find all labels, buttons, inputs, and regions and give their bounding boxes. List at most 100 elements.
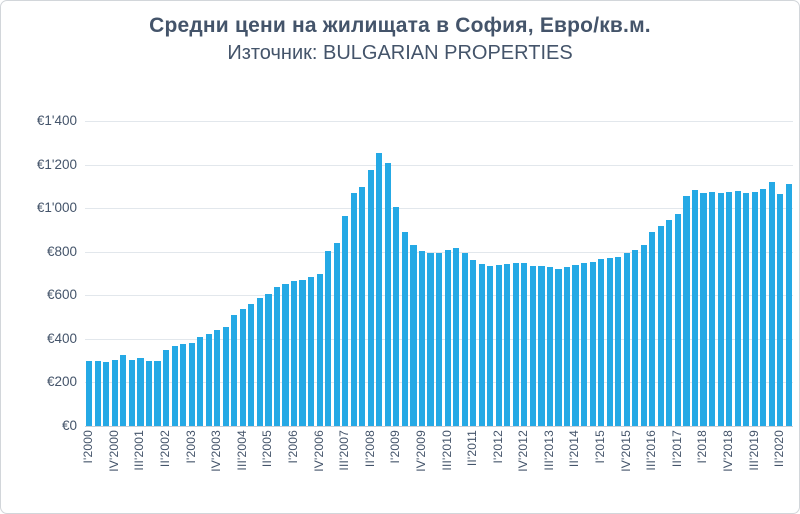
bar xyxy=(367,169,374,426)
x-tick-label: III'2019 xyxy=(746,430,761,471)
plot-area xyxy=(85,121,793,427)
bar xyxy=(691,189,699,426)
bar xyxy=(333,243,340,426)
chart-subtitle: Източник: BULGARIAN PROPERTIES xyxy=(227,42,573,64)
x-axis-line xyxy=(85,426,793,427)
y-tick-label: €200 xyxy=(46,374,77,390)
bar xyxy=(512,262,519,426)
bar xyxy=(299,280,306,426)
bar xyxy=(239,308,246,426)
gridline xyxy=(85,208,793,210)
x-tick-label: IV'2006 xyxy=(311,430,326,472)
bar xyxy=(563,266,571,426)
x-tick-label: IV'2015 xyxy=(618,430,633,472)
bar xyxy=(487,265,494,426)
y-tick-label: €1'000 xyxy=(36,200,77,216)
x-tick-label: IV'2018 xyxy=(721,430,736,472)
x-tick-label: IV'2012 xyxy=(516,430,531,472)
bar xyxy=(248,304,255,426)
bars xyxy=(85,121,793,426)
x-tick-label: II'2011 xyxy=(465,430,480,467)
bar xyxy=(316,273,323,426)
bar xyxy=(111,360,118,426)
bar xyxy=(529,265,536,426)
y-tick-label: €0 xyxy=(61,418,77,433)
x-tick-label: II'2020 xyxy=(772,430,787,468)
bar xyxy=(214,330,221,426)
bar xyxy=(393,207,400,426)
bar xyxy=(325,250,332,426)
bar xyxy=(726,191,733,426)
bar xyxy=(282,283,289,426)
bar xyxy=(785,184,792,426)
bar xyxy=(521,263,528,426)
x-tick-label: I'2003 xyxy=(183,430,198,464)
bar xyxy=(376,152,383,426)
bar xyxy=(768,182,775,426)
bar xyxy=(342,215,349,426)
bar xyxy=(615,256,622,426)
bar xyxy=(649,232,656,426)
gridline xyxy=(85,121,793,122)
bar xyxy=(188,343,195,426)
bar xyxy=(589,261,596,426)
bar xyxy=(384,163,391,426)
x-tick-label: III'2007 xyxy=(337,430,352,471)
x-tick-label: II'2014 xyxy=(567,430,582,468)
bar xyxy=(256,298,263,426)
y-tick-label: €800 xyxy=(46,243,77,259)
bar xyxy=(734,190,741,426)
x-tick-label: I'2015 xyxy=(593,430,608,464)
bar xyxy=(538,266,545,426)
bar xyxy=(410,245,417,426)
bar xyxy=(461,253,468,426)
bar xyxy=(308,277,315,426)
x-tick-label: I'2018 xyxy=(695,430,710,464)
x-tick-label: III'2001 xyxy=(132,430,147,471)
y-tick-label: €1'400 xyxy=(36,113,77,128)
bar xyxy=(290,280,298,426)
bar xyxy=(162,349,170,426)
bar xyxy=(128,360,135,426)
bar xyxy=(418,250,426,426)
bar xyxy=(478,264,485,426)
chart-title: Средни цени на жилищата в София, Евро/кв… xyxy=(149,14,651,37)
bar xyxy=(674,213,681,426)
bar xyxy=(205,334,212,426)
x-tick-label: I'2006 xyxy=(285,430,300,464)
x-tick-label: III'2010 xyxy=(439,430,454,471)
bar xyxy=(623,253,630,426)
x-tick-label: I'2012 xyxy=(490,430,505,464)
x-tick-label: IV'2009 xyxy=(413,430,428,472)
bar xyxy=(640,244,647,426)
bar xyxy=(145,360,153,426)
x-tick-label: II'2008 xyxy=(362,430,377,468)
bar xyxy=(708,191,716,426)
bar xyxy=(222,326,229,426)
y-tick-label: €600 xyxy=(46,287,77,303)
bar xyxy=(777,193,784,426)
bar xyxy=(197,336,204,426)
bar xyxy=(598,259,605,426)
bar xyxy=(632,249,639,426)
gridline xyxy=(85,164,793,166)
bar xyxy=(265,293,272,426)
bar xyxy=(495,265,502,426)
bar xyxy=(555,268,562,426)
y-tick-label: €1'200 xyxy=(36,156,77,172)
bar xyxy=(581,263,588,426)
y-tick-label: €400 xyxy=(46,330,77,346)
x-tick-label: IV'2000 xyxy=(106,430,121,472)
x-tick-label: III'2004 xyxy=(234,430,249,471)
bar xyxy=(444,249,451,426)
x-tick-label: I'2009 xyxy=(388,430,403,464)
x-axis: I'2000 IV'2000 III'2001 II'2002 I'2003 IV'200… xyxy=(81,430,793,510)
gridline xyxy=(85,251,793,253)
x-tick-label: III'2013 xyxy=(541,430,556,471)
bar xyxy=(572,264,579,426)
bar xyxy=(743,192,750,426)
bar xyxy=(137,357,144,426)
bar xyxy=(231,314,238,426)
x-tick-label: I'2000 xyxy=(81,430,96,464)
bar xyxy=(666,219,673,426)
